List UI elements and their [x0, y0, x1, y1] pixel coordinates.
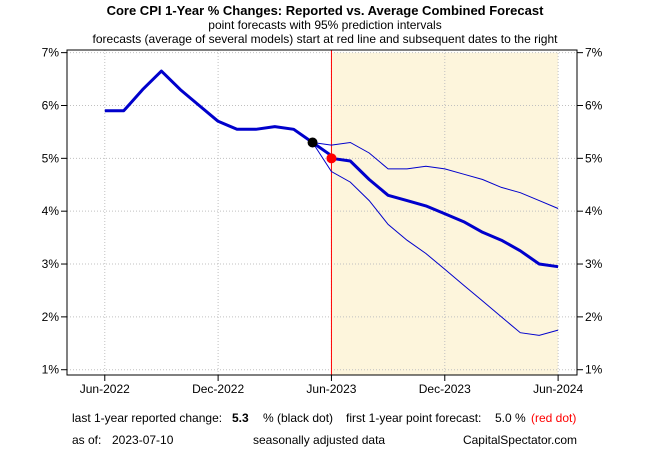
reported-line	[104, 69, 333, 157]
y-tick-label-right: 5%	[585, 151, 603, 165]
asof-value: 2023-07-10	[112, 433, 174, 447]
last-change-value: 5.3	[232, 411, 249, 425]
x-tick-label: Jun-2022	[80, 382, 130, 396]
lower-interval-line	[312, 142, 559, 336]
last-change-label: last 1-year reported change:	[72, 411, 222, 425]
first-forecast-dot	[326, 153, 337, 164]
y-tick-label-left: 5%	[42, 151, 60, 165]
series	[104, 69, 559, 336]
y-tick-label-right: 4%	[585, 204, 603, 218]
last-reported-dot	[307, 137, 318, 148]
x-tick-label: Dec-2022	[192, 382, 244, 396]
asof-label: as of:	[72, 433, 101, 447]
footer: last 1-year reported change: 5.3 % (blac…	[72, 411, 577, 447]
y-tick-label-left: 4%	[42, 204, 60, 218]
chart-subtitle-1: point forecasts with 95% prediction inte…	[208, 18, 441, 32]
y-tick-label-left: 3%	[42, 257, 60, 271]
chart-title: Core CPI 1-Year % Changes: Reported vs. …	[107, 3, 545, 18]
y-tick-label-right: 6%	[585, 98, 603, 112]
plot-frame	[66, 49, 578, 376]
forecast-line	[331, 156, 559, 269]
first-forecast-value: 5.0 %	[495, 411, 526, 425]
y-tick-label-right: 1%	[585, 363, 603, 377]
first-forecast-label: first 1-year point forecast:	[346, 411, 481, 425]
y-tick-label-right: 2%	[585, 310, 603, 324]
dots	[307, 137, 337, 164]
x-tick-label: Dec-2023	[419, 382, 471, 396]
y-tick-label-left: 7%	[42, 46, 60, 60]
upper-interval-line	[312, 141, 559, 209]
first-forecast-suffix: (red dot)	[531, 411, 576, 425]
last-change-suffix: % (black dot)	[263, 411, 333, 425]
seasonal-note: seasonally adjusted data	[253, 433, 385, 447]
y-tick-label-right: 3%	[585, 257, 603, 271]
x-tick-label: Jun-2023	[306, 382, 356, 396]
x-tick-label: Jun-2024	[533, 382, 583, 396]
axes: Jun-2022 Dec-2022 Jun-2023 Dec-2023 Jun-2024…	[42, 46, 603, 396]
y-tick-label-left: 1%	[42, 363, 60, 377]
y-tick-label-left: 2%	[42, 310, 60, 324]
source-credit: CapitalSpectator.com	[463, 433, 577, 447]
chart-subtitle-2: forecasts (average of several models) st…	[93, 32, 559, 46]
y-tick-label-left: 6%	[42, 98, 60, 112]
y-tick-label-right: 7%	[585, 46, 603, 60]
